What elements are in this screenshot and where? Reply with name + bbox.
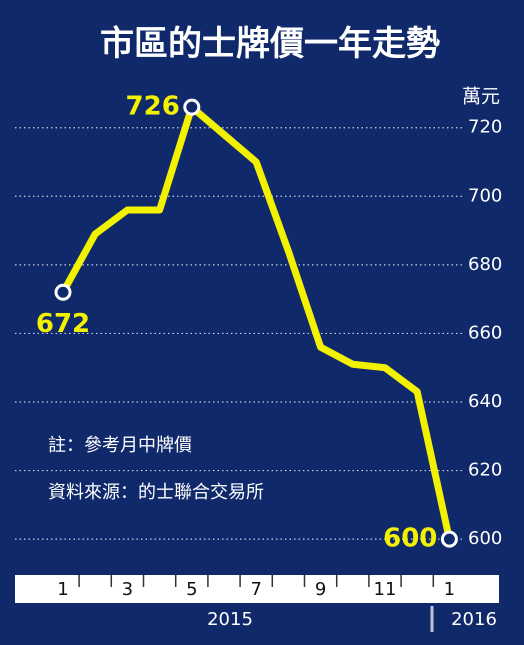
y-tick-label: 620 xyxy=(468,460,502,481)
value-label: 600 xyxy=(383,524,437,554)
x-tick-label: 3 xyxy=(122,579,133,600)
value-label: 672 xyxy=(36,309,90,339)
note: 註：參考月中牌價 xyxy=(48,435,192,456)
chart-title: 市區的士牌價一年走勢 xyxy=(100,24,440,64)
x-tick-label: 1 xyxy=(444,579,455,600)
y-tick-label: 720 xyxy=(468,117,502,138)
y-tick-label: 600 xyxy=(468,528,502,549)
line xyxy=(59,103,453,540)
note: 資料來源：的士聯合交易所 xyxy=(48,482,264,503)
point-marker xyxy=(54,283,72,301)
year-label: 2015 xyxy=(207,609,253,630)
x-tick-label: 9 xyxy=(315,579,326,600)
y-tick-label: 660 xyxy=(468,322,502,343)
y-axis-unit: 萬元 xyxy=(462,86,500,108)
y-tick-label: 700 xyxy=(468,185,502,206)
point-marker xyxy=(440,530,458,548)
x-axis-band xyxy=(15,575,499,603)
value-label: 726 xyxy=(126,92,180,122)
y-tick-label: 680 xyxy=(468,254,502,275)
x-tick-label: 11 xyxy=(374,579,397,600)
x-tick-label: 5 xyxy=(186,579,197,600)
year-label: 2016 xyxy=(451,609,497,630)
point-marker xyxy=(183,98,201,116)
x-tick-label: 1 xyxy=(57,579,68,600)
x-tick-label: 7 xyxy=(250,579,261,600)
y-tick-label: 640 xyxy=(468,391,502,412)
